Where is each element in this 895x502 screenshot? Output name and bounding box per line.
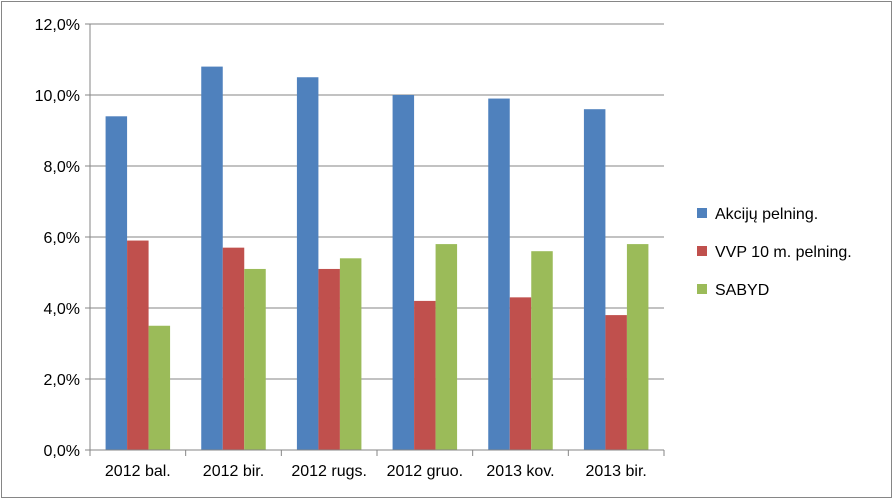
x-tick-label: 2012 bir. — [203, 463, 264, 480]
x-tick-label: 2012 gruo. — [387, 463, 464, 480]
legend: Akcijų pelning. VVP 10 m. pelning. SABYD — [697, 206, 852, 299]
y-tick-label: 4,0% — [44, 301, 80, 318]
legend-swatch — [697, 246, 707, 256]
y-tick-label: 8,0% — [44, 159, 80, 176]
bar — [127, 240, 149, 450]
y-tick-label: 12,0% — [35, 17, 80, 34]
legend-swatch — [697, 208, 707, 218]
bar — [435, 244, 458, 450]
gridlines — [90, 23, 664, 380]
y-tick-label: 0,0% — [44, 443, 80, 460]
bar — [148, 325, 171, 450]
bar — [201, 66, 223, 450]
bar — [105, 116, 128, 451]
x-tick-labels: 2012 bal. 2012 bir. 2012 rugs. 2012 gruo. 20… — [105, 463, 647, 480]
bars — [105, 66, 649, 451]
legend-swatch — [697, 284, 707, 294]
bar — [531, 251, 553, 450]
y-tick-label: 10,0% — [35, 88, 80, 105]
bar — [488, 98, 510, 451]
bar — [583, 109, 606, 450]
bar — [414, 300, 436, 450]
legend-label: SABYD — [715, 282, 769, 299]
bar-chart: 0,0% 2,0% 4,0% 6,0% 8,0% 10,0% 12,0% 2012 bal.… — [35, 17, 852, 480]
bar — [392, 95, 415, 450]
legend-label: VVP 10 m. pelning. — [715, 244, 852, 261]
bar — [339, 258, 362, 450]
bar — [626, 244, 649, 450]
x-tick-label: 2012 bal. — [105, 463, 171, 480]
bar — [605, 315, 627, 450]
x-tick-label: 2013 bir. — [585, 463, 646, 480]
x-tick-label: 2012 rugs. — [291, 463, 367, 480]
bar — [222, 247, 245, 450]
bar — [296, 77, 319, 450]
y-tick-label: 6,0% — [44, 230, 80, 247]
y-tick-label: 2,0% — [44, 372, 80, 389]
y-tick-labels: 0,0% 2,0% 4,0% 6,0% 8,0% 10,0% 12,0% — [35, 17, 80, 460]
legend-label: Akcijų pelning. — [715, 206, 818, 223]
bar — [509, 297, 532, 450]
bar — [318, 268, 340, 450]
bar — [244, 268, 266, 450]
x-tick-label: 2013 kov. — [486, 463, 554, 480]
axes — [85, 23, 665, 456]
